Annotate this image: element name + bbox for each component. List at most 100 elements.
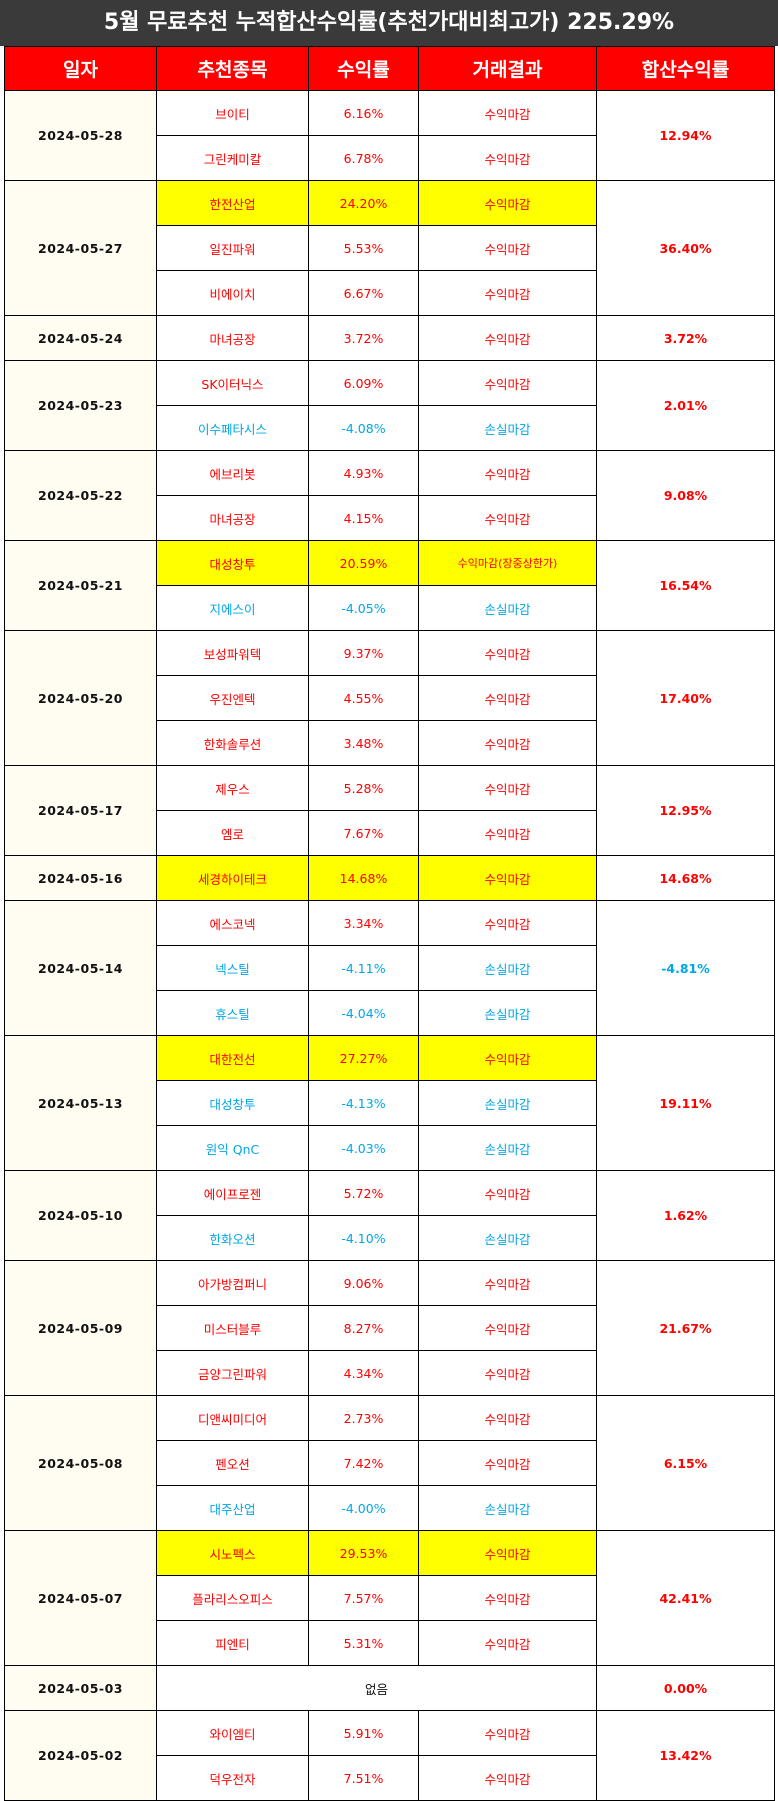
trade-result: 수익마감 xyxy=(418,765,597,811)
trade-result: 손실마감 xyxy=(418,1485,597,1531)
table-row: 2024-05-08 디앤씨미디어 2.73% 수익마감 6.15% xyxy=(4,1395,775,1531)
stock-rate: 3.34% xyxy=(308,900,419,946)
trade-result: 손실마감 xyxy=(418,585,597,631)
trade-result: 수익마감 xyxy=(418,1440,597,1486)
stock-rate: 14.68% xyxy=(308,855,419,901)
table-row: 2024-05-07 시노펙스 29.53% 수익마감 42.41% xyxy=(4,1530,775,1666)
table-row: 일진파워 5.53% 수익마감 xyxy=(5,225,775,271)
row-total: 17.40% xyxy=(596,630,775,766)
header-total: 합산수익률 xyxy=(596,46,775,91)
trade-result: 수익마감 xyxy=(418,1755,597,1801)
stock-name: 한전산업 xyxy=(156,180,309,226)
trade-result: 수익마감 xyxy=(418,360,597,406)
stock-rate: 27.27% xyxy=(308,1035,419,1081)
trade-result: 수익마감 xyxy=(418,1710,597,1756)
table-row: 2024-05-23 SK이터닉스 6.09% 수익마감 2.01% xyxy=(4,360,775,451)
trade-result: 수익마감 xyxy=(418,450,597,496)
row-total: 9.08% xyxy=(596,450,775,541)
row-total: 6.15% xyxy=(596,1395,775,1531)
table-row: 2024-05-16 세경하이테크 14.68% 수익마감 14.68% xyxy=(4,855,775,901)
stock-name: 원익 QnC xyxy=(156,1125,309,1171)
stock-rate: 5.53% xyxy=(308,225,419,271)
stock-name: 지에스이 xyxy=(156,585,309,631)
table-row: 2024-05-22 에브리봇 4.93% 수익마감 9.08% xyxy=(4,450,775,541)
stock-name: 대성창투 xyxy=(156,1080,309,1126)
table-row: 덕우전자 7.51% 수익마감 xyxy=(5,1755,775,1801)
row-date: 2024-05-24 xyxy=(4,315,157,361)
trade-result: 수익마감 xyxy=(418,1350,597,1396)
trade-result: 수익마감 xyxy=(418,270,597,316)
stock-rate: -4.00% xyxy=(308,1485,419,1531)
row-date: 2024-05-22 xyxy=(4,450,157,541)
stock-name: 제우스 xyxy=(156,765,309,811)
stock-name: 일진파워 xyxy=(156,225,309,271)
table-row: 마녀공장 4.15% 수익마감 xyxy=(5,495,775,541)
row-date: 2024-05-27 xyxy=(4,180,157,316)
stock-name: 브이티 xyxy=(156,90,309,136)
row-total: 12.95% xyxy=(596,765,775,856)
row-date: 2024-05-07 xyxy=(4,1530,157,1666)
row-total: -4.81% xyxy=(596,900,775,1036)
stock-rate: 7.42% xyxy=(308,1440,419,1486)
table-row: 그린케미칼 6.78% 수익마감 xyxy=(5,135,775,181)
trade-result: 수익마감 xyxy=(418,1035,597,1081)
row-date: 2024-05-09 xyxy=(4,1260,157,1396)
stock-name: 디앤씨미디어 xyxy=(156,1395,309,1441)
trade-result: 손실마감 xyxy=(418,945,597,991)
row-total: 21.67% xyxy=(596,1260,775,1396)
row-date: 2024-05-17 xyxy=(4,765,157,856)
trade-result: 손실마감 xyxy=(418,990,597,1036)
stock-name: 미스터블루 xyxy=(156,1305,309,1351)
row-date: 2024-05-23 xyxy=(4,360,157,451)
table-row: 우진엔텍 4.55% 수익마감 xyxy=(5,675,775,721)
table-body: 2024-05-28 브이티 6.16% 수익마감 12.94% 그린케미칼 6.78% 수익… xyxy=(4,90,775,1801)
trade-result: 수익마감 xyxy=(418,225,597,271)
header-date: 일자 xyxy=(4,46,157,91)
stock-name: 플라리스오피스 xyxy=(156,1575,309,1621)
stock-rate: 3.48% xyxy=(308,720,419,766)
stock-name: 우진엔텍 xyxy=(156,675,309,721)
table-row: 대주산업 -4.00% 손실마감 xyxy=(5,1485,775,1531)
stock-name: 아가방컴퍼니 xyxy=(156,1260,309,1306)
stock-rate: 7.51% xyxy=(308,1755,419,1801)
trade-result: 수익마감 xyxy=(418,1620,597,1666)
trade-result: 수익마감 xyxy=(418,675,597,721)
trade-result: 손실마감 xyxy=(418,1215,597,1261)
stock-rate: -4.10% xyxy=(308,1215,419,1261)
header-row: 일자 추천종목 수익률 거래결과 합산수익률 xyxy=(4,46,775,91)
stock-name: 마녀공장 xyxy=(156,495,309,541)
stock-name: 그린케미칼 xyxy=(156,135,309,181)
trade-result: 손실마감 xyxy=(418,1125,597,1171)
stock-rate: -4.08% xyxy=(308,405,419,451)
row-total: 19.11% xyxy=(596,1035,775,1171)
table-row: 플라리스오피스 7.57% 수익마감 xyxy=(5,1575,775,1621)
stock-name: 한화솔루션 xyxy=(156,720,309,766)
stock-name: 시노펙스 xyxy=(156,1530,309,1576)
stock-rate: 6.67% xyxy=(308,270,419,316)
stock-rate: 24.20% xyxy=(308,180,419,226)
stock-name: 이수페타시스 xyxy=(156,405,309,451)
stock-rate: 6.78% xyxy=(308,135,419,181)
stock-rate: 9.06% xyxy=(308,1260,419,1306)
stock-rate: -4.13% xyxy=(308,1080,419,1126)
stock-rate: 5.28% xyxy=(308,765,419,811)
trade-result: 수익마감 xyxy=(418,90,597,136)
row-total: 3.72% xyxy=(596,315,775,361)
row-date: 2024-05-13 xyxy=(4,1035,157,1171)
stock-name: 한화오션 xyxy=(156,1215,309,1261)
table-row: 2024-05-17 제우스 5.28% 수익마감 12.95% xyxy=(4,765,775,856)
row-date: 2024-05-02 xyxy=(4,1710,157,1801)
row-date: 2024-05-08 xyxy=(4,1395,157,1531)
stock-name: 에스코넥 xyxy=(156,900,309,946)
stock-name: 대한전선 xyxy=(156,1035,309,1081)
trade-result: 수익마감 xyxy=(418,135,597,181)
row-total: 14.68% xyxy=(596,855,775,901)
stock-name: 와이엠티 xyxy=(156,1710,309,1756)
table-row: 2024-05-02 와이엠티 5.91% 수익마감 13.42% xyxy=(4,1710,775,1801)
stock-rate: -4.04% xyxy=(308,990,419,1036)
row-date: 2024-05-14 xyxy=(4,900,157,1036)
trade-result: 수익마감 xyxy=(418,810,597,856)
stock-name: 펜오션 xyxy=(156,1440,309,1486)
stock-name: 마녀공장 xyxy=(156,315,309,361)
row-total: 2.01% xyxy=(596,360,775,451)
